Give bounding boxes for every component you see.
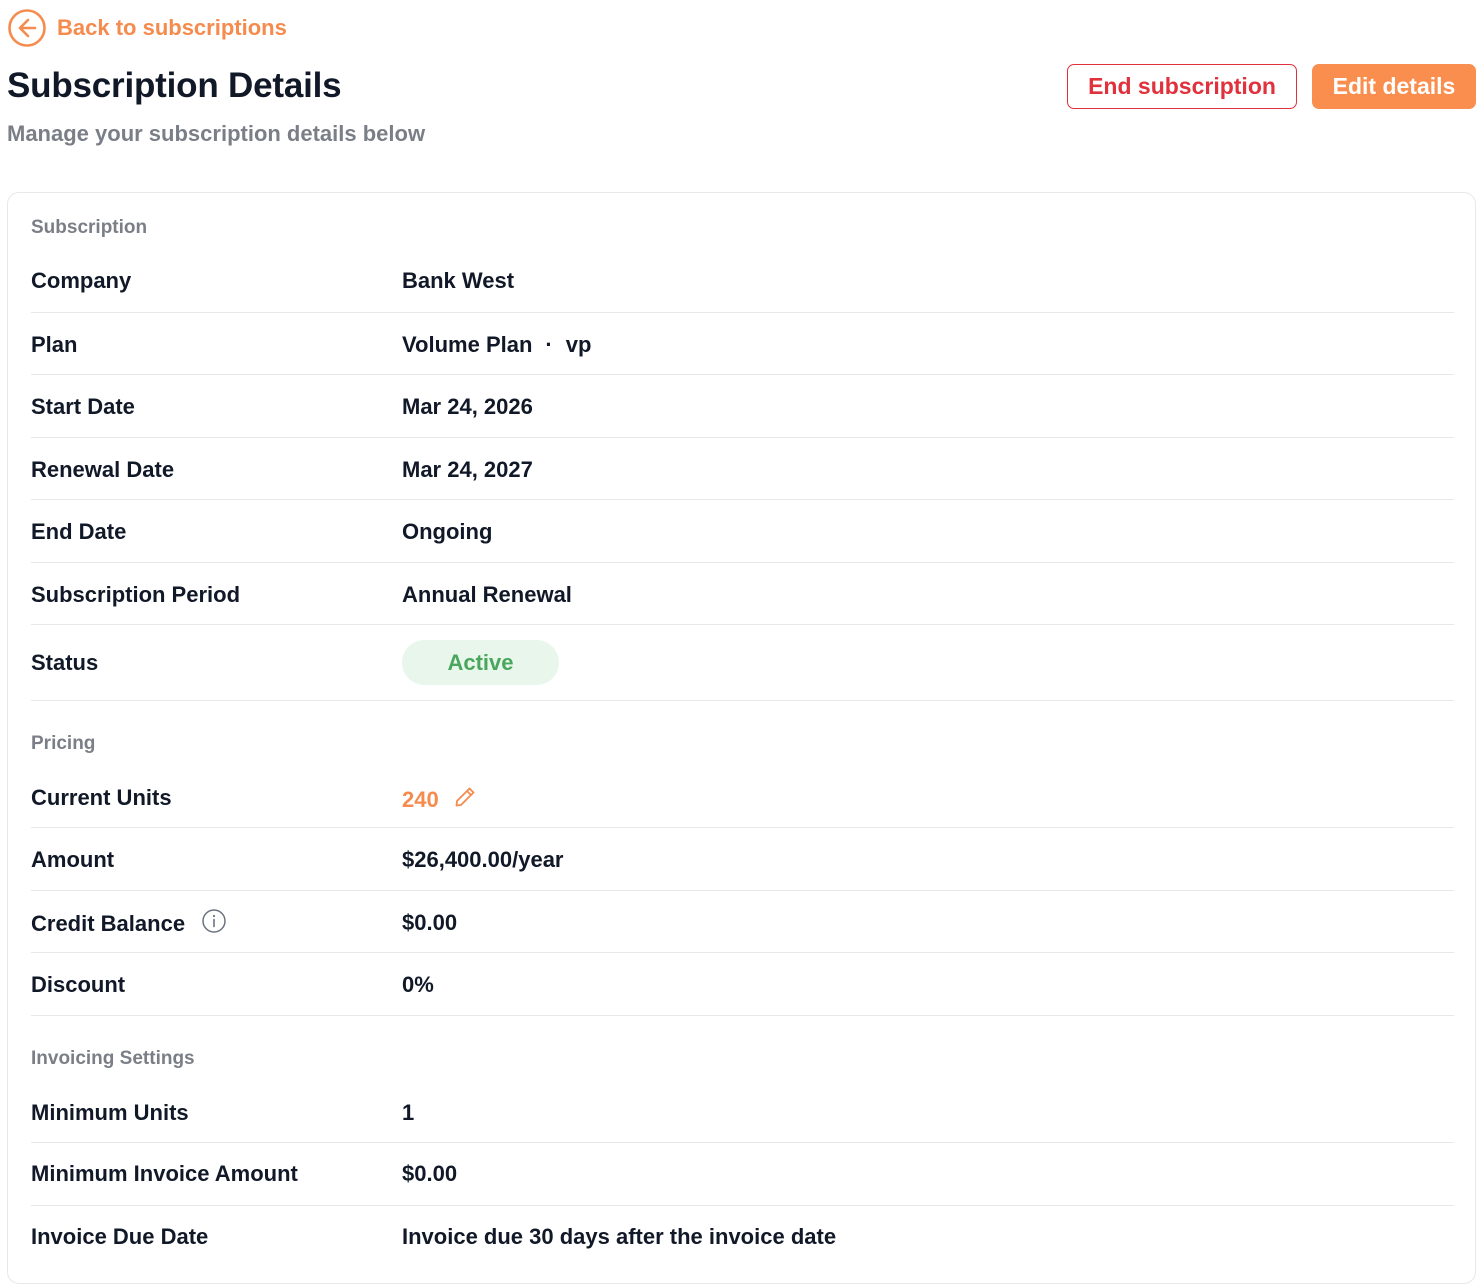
- section-label-invoicing: Invoicing Settings: [31, 1048, 195, 1069]
- info-icon[interactable]: [201, 908, 227, 940]
- row-label: Status: [31, 650, 99, 675]
- pencil-icon[interactable]: [453, 785, 477, 815]
- plan-value: Volume Plan · vp: [402, 332, 591, 358]
- detail-row-renewal-date: Renewal Date Mar 24, 2027: [31, 438, 1454, 500]
- status-value: Active: [402, 640, 559, 685]
- section-label-pricing: Pricing: [31, 733, 96, 754]
- detail-row-current-units: Current Units 240: [31, 767, 1454, 828]
- end-date-value: Ongoing: [402, 519, 493, 544]
- page-title: Subscription Details: [7, 66, 342, 105]
- row-label: Start Date: [31, 394, 135, 419]
- detail-row-status: Status Active: [31, 625, 1454, 701]
- end-subscription-button[interactable]: End subscription: [1067, 64, 1297, 109]
- row-label: Amount: [31, 847, 115, 872]
- start-date-value: Mar 24, 2026: [402, 394, 533, 419]
- row-label: Subscription Period: [31, 582, 241, 607]
- company-value: Bank West: [402, 268, 515, 293]
- edit-details-button[interactable]: Edit details: [1312, 64, 1476, 109]
- row-label: End Date: [31, 519, 127, 544]
- credit-balance-label: Credit Balance: [31, 911, 186, 936]
- minimum-units-value: 1: [402, 1100, 415, 1125]
- detail-row-minimum-units: Minimum Units 1: [31, 1081, 1454, 1143]
- row-label: Current Units: [31, 785, 172, 810]
- amount-value: $26,400.00/year: [402, 847, 564, 872]
- status-badge: Active: [402, 640, 559, 685]
- subscription-period-value: Annual Renewal: [402, 582, 572, 607]
- row-label: Invoice Due Date: [31, 1224, 209, 1249]
- detail-row-discount: Discount 0%: [31, 953, 1454, 1016]
- credit-balance-value: $0.00: [402, 910, 458, 935]
- page-subtitle: Manage your subscription details below: [7, 121, 426, 146]
- invoice-due-date-value: Invoice due 30 days after the invoice da…: [402, 1224, 837, 1249]
- back-link-label: Back to subscriptions: [57, 15, 287, 40]
- detail-row-company: Company Bank West: [31, 251, 1454, 313]
- detail-row-plan: Plan Volume Plan · vp: [31, 313, 1454, 375]
- plan-code: vp: [565, 332, 592, 357]
- arrow-left-circle-icon: [7, 8, 47, 48]
- detail-row-minimum-invoice-amount: Minimum Invoice Amount $0.00: [31, 1143, 1454, 1206]
- plan-separator: ·: [545, 332, 553, 357]
- minimum-invoice-amount-value: $0.00: [402, 1161, 458, 1186]
- row-label: Discount: [31, 972, 126, 997]
- plan-name: Volume Plan: [402, 332, 533, 357]
- row-label: Renewal Date: [31, 457, 175, 482]
- detail-row-subscription-period: Subscription Period Annual Renewal: [31, 563, 1454, 625]
- row-label: Minimum Units: [31, 1100, 189, 1125]
- subscription-details-card: Subscription Company Bank West Plan Volu…: [7, 192, 1476, 1284]
- row-label: Minimum Invoice Amount: [31, 1161, 298, 1186]
- detail-row-invoice-due-date: Invoice Due Date Invoice due 30 days aft…: [31, 1206, 1454, 1268]
- current-units-number: 240: [402, 787, 439, 812]
- row-label: Credit Balance: [31, 908, 227, 940]
- row-label: Company: [31, 268, 132, 293]
- detail-row-end-date: End Date Ongoing: [31, 500, 1454, 563]
- back-to-subscriptions-link[interactable]: Back to subscriptions: [7, 8, 287, 48]
- renewal-date-value: Mar 24, 2027: [402, 457, 533, 482]
- section-label-subscription: Subscription: [31, 217, 148, 238]
- discount-value: 0%: [402, 972, 434, 997]
- detail-row-start-date: Start Date Mar 24, 2026: [31, 375, 1454, 438]
- row-label: Plan: [31, 332, 78, 357]
- detail-row-amount: Amount $26,400.00/year: [31, 828, 1454, 891]
- detail-row-credit-balance: Credit Balance $0.00: [31, 891, 1454, 953]
- current-units-value: 240: [402, 785, 477, 815]
